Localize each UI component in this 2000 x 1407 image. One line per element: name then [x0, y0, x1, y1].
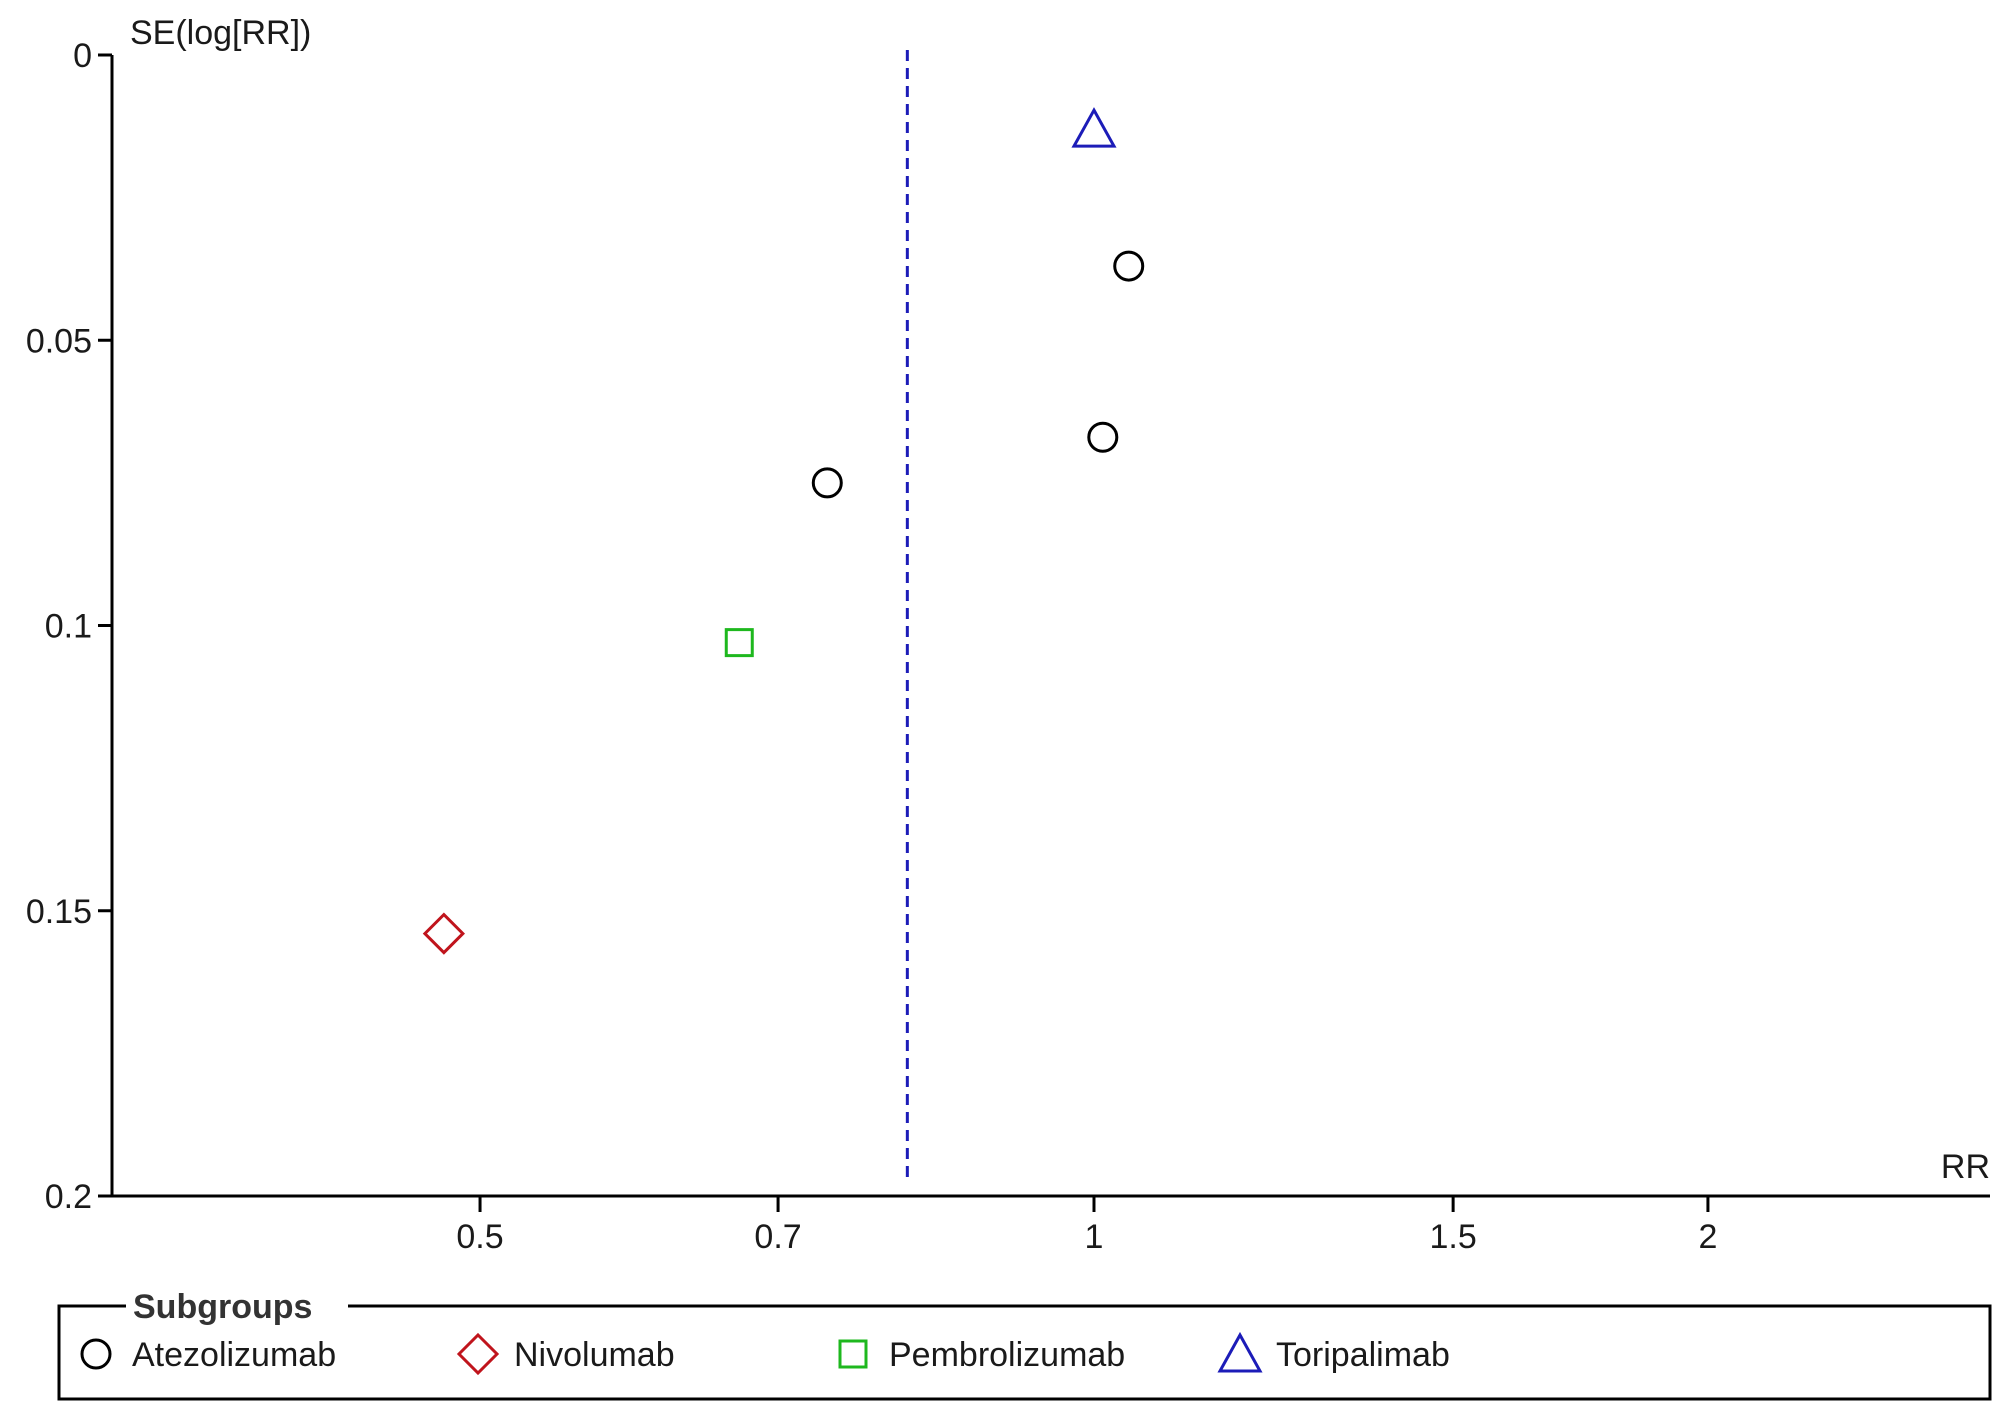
- data-point-circle: [1087, 421, 1119, 453]
- x-axis-title: RR: [1941, 1148, 1990, 1186]
- legend-box: [57, 1304, 1992, 1401]
- y-tick-label: 0.15: [26, 893, 92, 931]
- legend-title-bg: [126, 1288, 348, 1326]
- data-points: [422, 107, 1145, 955]
- y-ticks: 0 0.05 0.1 0.15 0.2: [26, 37, 112, 1216]
- x-tick-label: 0.5: [456, 1218, 503, 1256]
- y-axis-title: SE(log[RR]): [130, 14, 311, 52]
- legend-title: Subgroups: [133, 1288, 312, 1326]
- x-ticks: 0.5 0.7 1 1.5 2: [456, 1196, 1717, 1256]
- legend: Subgroups Atezolizumab Nivolumab Pembroliz…: [57, 1288, 1992, 1401]
- y-tick-label: 0.1: [45, 608, 92, 646]
- data-point-square: [724, 628, 754, 658]
- data-point-diamond: [422, 912, 466, 955]
- axes: SE(log[RR]) RR: [110, 14, 1990, 1198]
- legend-label: Toripalimab: [1276, 1336, 1450, 1374]
- x-tick-label: 1: [1085, 1218, 1104, 1256]
- legend-label: Pembrolizumab: [889, 1336, 1125, 1374]
- data-point-circle: [811, 467, 843, 499]
- y-tick-label: 0: [73, 37, 92, 75]
- legend-label: Nivolumab: [514, 1336, 675, 1374]
- legend-marker-square: [838, 1339, 868, 1369]
- legend-marker-triangle: [1217, 1331, 1263, 1373]
- y-tick-label: 0.2: [45, 1178, 92, 1216]
- x-tick-label: 2: [1698, 1218, 1717, 1256]
- legend-label: Atezolizumab: [132, 1336, 336, 1374]
- x-tick-label: 0.7: [754, 1218, 801, 1256]
- legend-marker-circle: [80, 1338, 112, 1370]
- data-point-triangle: [1071, 107, 1117, 148]
- legend-marker-diamond: [456, 1332, 500, 1376]
- legend-items: Atezolizumab Nivolumab Pembrolizumab Toripa…: [80, 1331, 1450, 1376]
- y-tick-label: 0.05: [26, 322, 92, 360]
- data-point-circle: [1113, 250, 1145, 282]
- x-tick-label: 1.5: [1429, 1218, 1476, 1256]
